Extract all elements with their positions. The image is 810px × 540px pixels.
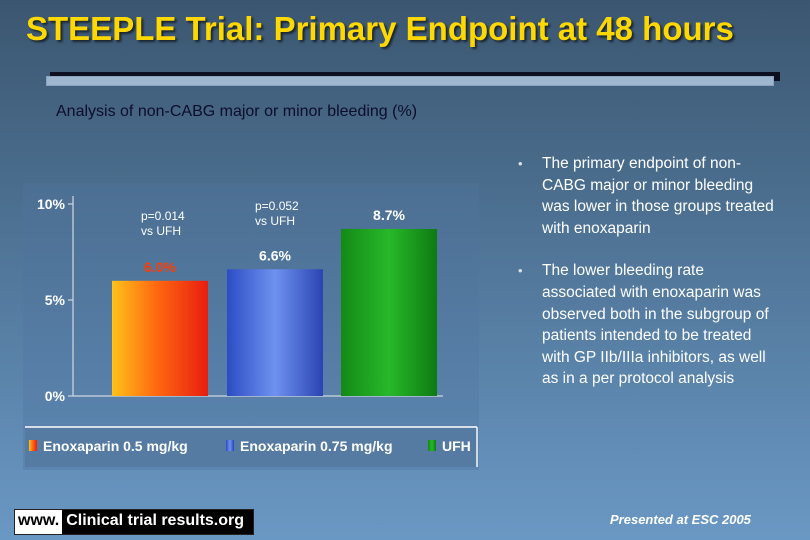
site-logo: www. Clinical trial results.org: [14, 509, 255, 535]
chart-subtitle: Analysis of non-CABG major or minor blee…: [56, 103, 418, 120]
bar-value-label: 6.6%: [259, 247, 291, 263]
y-tick-label: 10%: [37, 196, 66, 212]
bar-value-label: 6.0%: [144, 259, 176, 275]
legend-label: Enoxaparin 0.75 mg/kg: [240, 438, 393, 454]
logo-www: www.: [15, 510, 63, 534]
bar-3: [341, 228, 437, 396]
slide-title: STEEPLE Trial: Primary Endpoint at 48 ho…: [26, 10, 734, 47]
y-tick-label: 0%: [45, 388, 66, 404]
legend-label: Enoxaparin 0.5 mg/kg: [43, 438, 188, 454]
presented-at-note: Presented at ESC 2005: [610, 512, 751, 527]
bleeding-bar-chart: 0% 5% 10% 6.0% 6.6% 8.7% p=0.014 vs UFH p=0.052…: [25, 196, 478, 467]
bullet-item: The lower bleeding rate associated with …: [514, 260, 774, 390]
legend-swatch: [29, 440, 37, 451]
legend-label: UFH: [442, 438, 471, 454]
p-value-annotation: p=0.052 vs UFH: [255, 199, 299, 228]
bar-value-label: 8.7%: [373, 207, 405, 223]
legend-box: [25, 427, 477, 467]
logo-site-name: Clinical trial results.org: [62, 510, 254, 534]
chart-panel: 0% 5% 10% 6.0% 6.6% 8.7% p=0.014 vs UFH p=0.052…: [23, 183, 479, 470]
chart-legend: Enoxaparin 0.5 mg/kg Enoxaparin 0.75 mg/k…: [25, 426, 478, 467]
legend-swatch: [428, 440, 436, 451]
bar-2: [227, 269, 323, 396]
bar-1: [112, 280, 208, 396]
bullet-item: The primary endpoint of non-CABG major o…: [514, 153, 774, 239]
p-value-annotation: p=0.014 vs UFH: [141, 209, 185, 238]
bars: [112, 228, 437, 396]
title-rule: [46, 76, 774, 86]
key-findings-list: The primary endpoint of non-CABG major o…: [514, 153, 774, 411]
legend-swatch: [226, 440, 234, 451]
y-tick-label: 5%: [45, 292, 66, 308]
value-labels: 6.0% 6.6% 8.7% p=0.014 vs UFH p=0.052 vs UFH: [141, 199, 406, 275]
